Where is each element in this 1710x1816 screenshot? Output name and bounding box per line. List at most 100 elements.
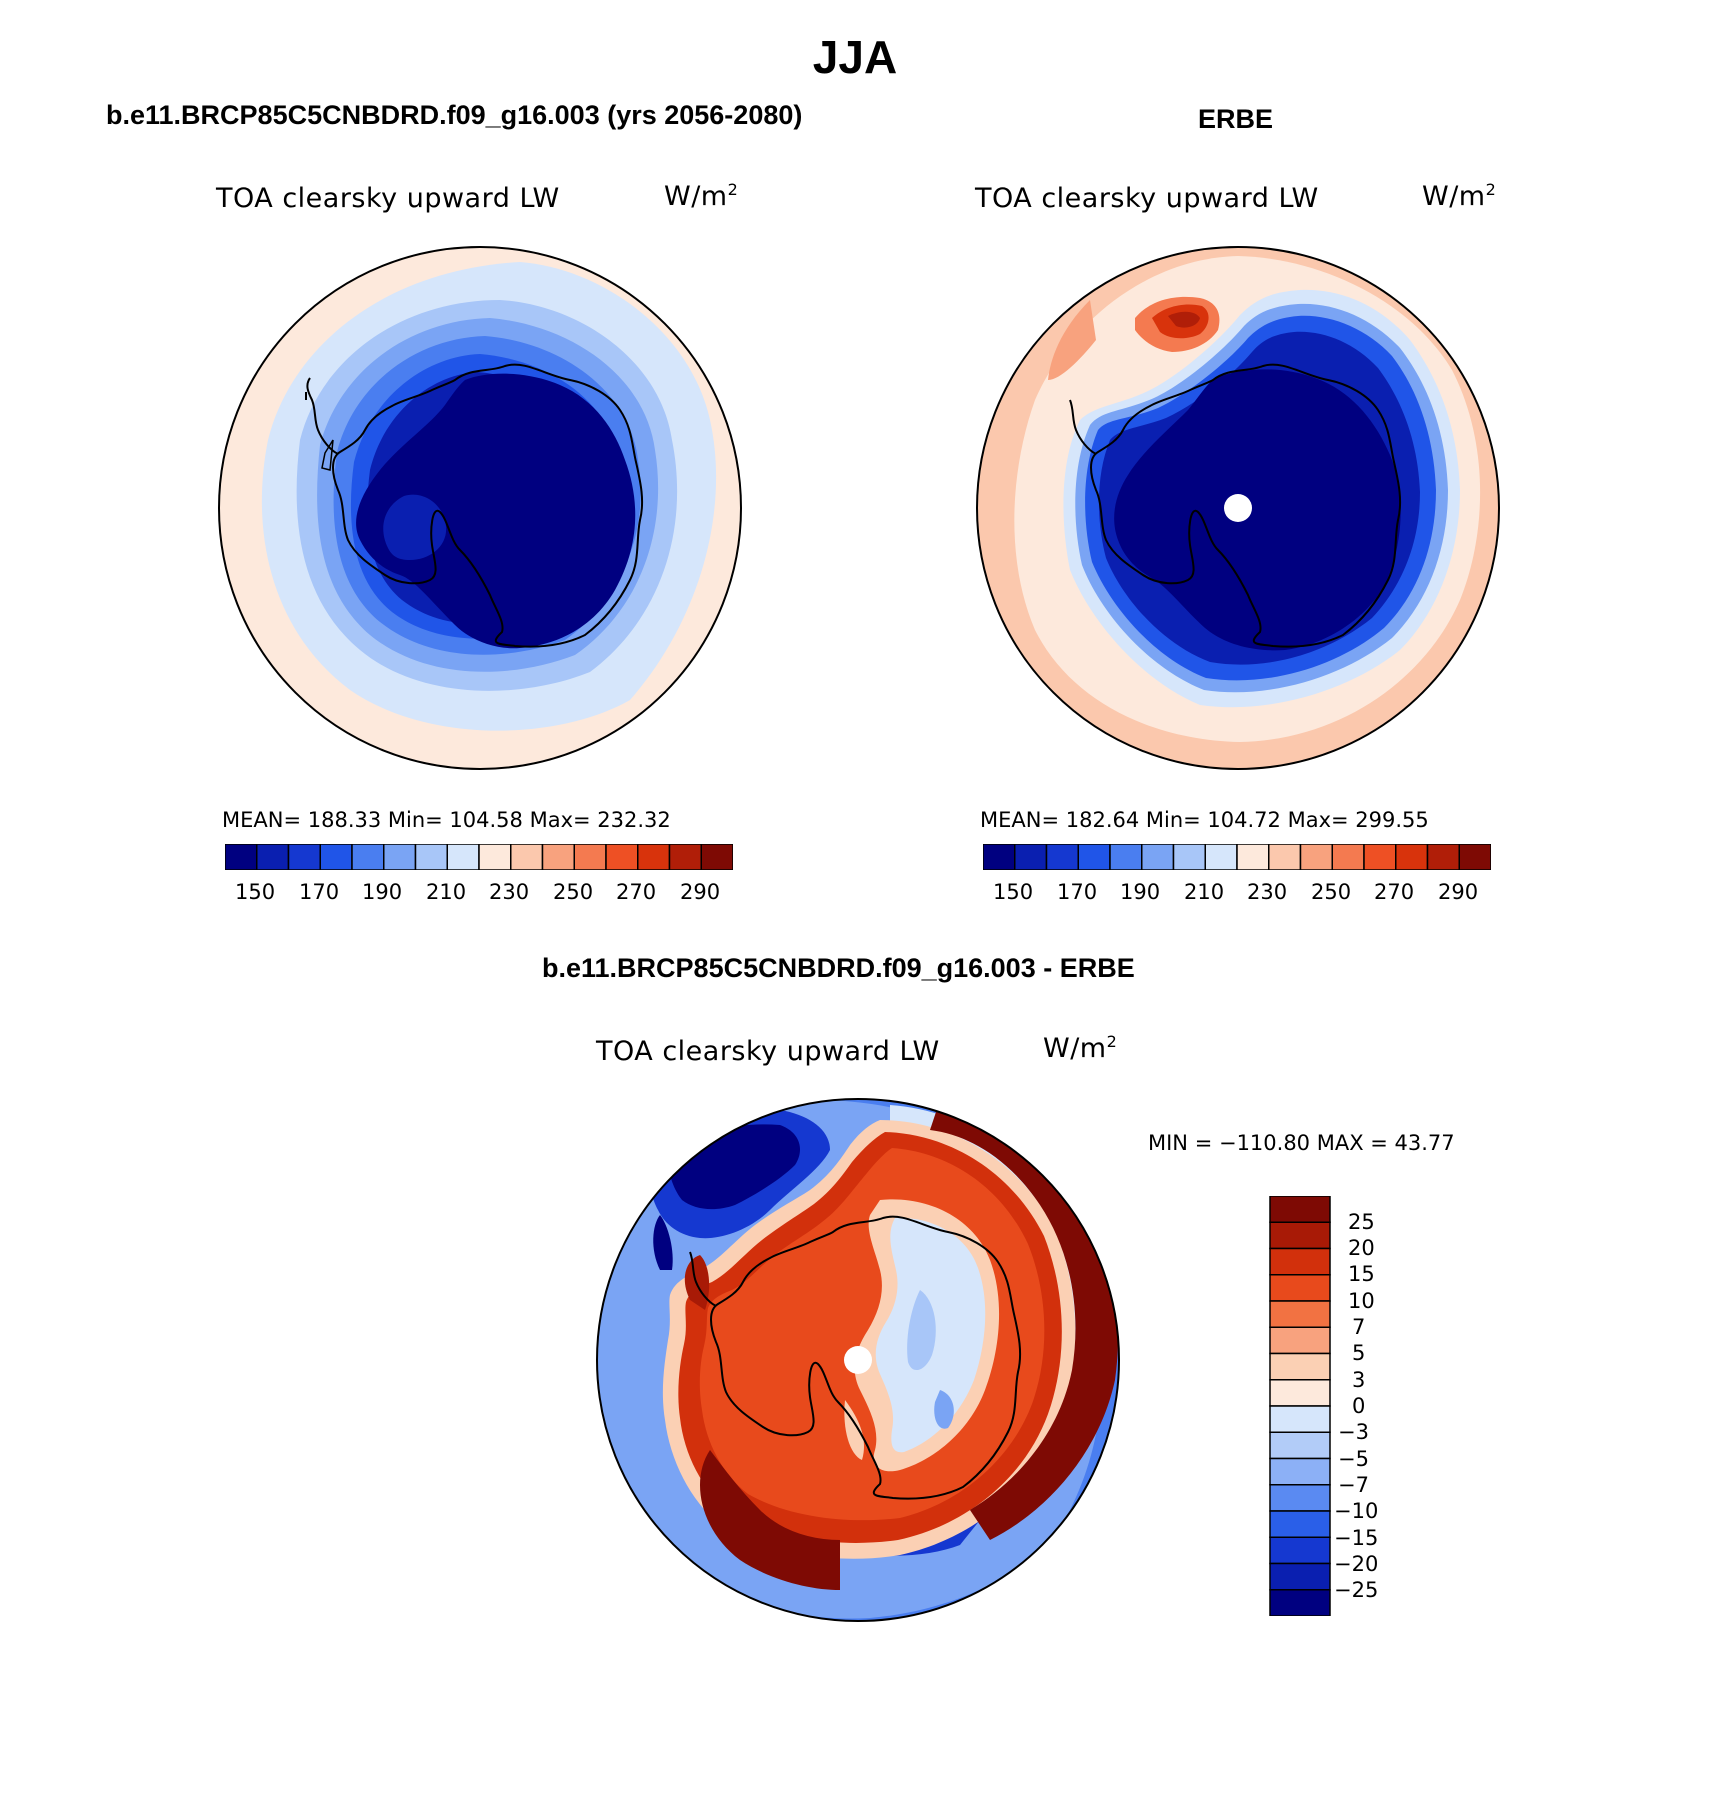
colorbar-erbe-tick: 210	[1184, 880, 1225, 904]
colorbar-swatch	[383, 844, 417, 870]
colorbar-swatch	[256, 844, 290, 870]
colorbar-swatch	[541, 844, 575, 870]
colorbar-swatch	[1269, 1589, 1331, 1616]
panel-3-variable-label: TOA clearsky upward LW	[596, 1036, 940, 1067]
colorbar-swatch	[1269, 1300, 1331, 1328]
colorbar-erbe-tick: 290	[1438, 880, 1479, 904]
colorbar-swatch	[319, 844, 353, 870]
colorbar-erbe-tick: 150	[993, 880, 1034, 904]
colorbar-difference-tick: −5	[1338, 1447, 1369, 1471]
colorbar-swatch	[1204, 844, 1238, 870]
colorbar-model-tick: 170	[299, 880, 340, 904]
panel-1-variable-label: TOA clearsky upward LW	[216, 183, 560, 214]
colorbar-swatch	[573, 844, 607, 870]
colorbar-erbe-swatches	[983, 844, 1491, 870]
colorbar-erbe-tick: 230	[1247, 880, 1288, 904]
colorbar-difference-tick: 0	[1352, 1394, 1366, 1418]
panel-1-units: W/m2	[664, 180, 739, 212]
colorbar-swatch	[1269, 1247, 1331, 1276]
colorbar-model-tick: 150	[235, 880, 276, 904]
colorbar-swatch	[1269, 1457, 1331, 1486]
colorbar-swatch	[1269, 1510, 1331, 1538]
colorbar-swatch	[1363, 844, 1397, 870]
figure-title: JJA	[812, 31, 898, 83]
colorbar-swatch	[287, 844, 321, 870]
colorbar-swatch	[1236, 844, 1270, 870]
colorbar-difference-swatches	[1269, 1196, 1331, 1616]
colorbar-difference-tick: −7	[1338, 1473, 1369, 1497]
panel-3-title: b.e11.BRCP85C5CNBDRD.f09_g16.003 - ERBE	[542, 953, 1135, 983]
colorbar-swatch	[1269, 1221, 1331, 1250]
colorbar-model-tick: 290	[680, 880, 721, 904]
colorbar-swatch	[446, 844, 480, 870]
map-model	[219, 247, 741, 769]
colorbar-difference-labels: 25 20 15 10 7 5 3 0 −3 −5 −7 −10 −15 −20…	[1334, 1196, 1418, 1616]
colorbar-swatch	[1172, 844, 1206, 870]
colorbar-swatch	[1141, 844, 1175, 870]
colorbar-swatch	[1014, 844, 1048, 870]
colorbar-swatch	[351, 844, 385, 870]
colorbar-difference-tick: 20	[1348, 1236, 1375, 1260]
colorbar-swatch	[1331, 844, 1365, 870]
colorbar-erbe	[983, 844, 1491, 870]
colorbar-difference-tick: −25	[1334, 1578, 1379, 1602]
colorbar-swatch	[1109, 844, 1143, 870]
panel-1-stats: MEAN= 188.33 Min= 104.58 Max= 232.32	[222, 808, 671, 832]
colorbar-difference-tick: 10	[1348, 1289, 1375, 1313]
colorbar-swatch	[414, 844, 448, 870]
colorbar-swatch	[1395, 844, 1429, 870]
colorbar-swatch	[983, 844, 1016, 870]
colorbar-swatch	[510, 844, 544, 870]
colorbar-erbe-tick: 250	[1311, 880, 1352, 904]
colorbar-difference-tick: 7	[1352, 1315, 1366, 1339]
colorbar-difference-tick: 15	[1348, 1262, 1375, 1286]
colorbar-swatch	[1269, 1431, 1331, 1460]
panel-3-units: W/m2	[1043, 1032, 1118, 1064]
colorbar-swatch	[1269, 1405, 1331, 1433]
colorbar-swatch	[605, 844, 639, 870]
colorbar-swatch	[700, 844, 733, 870]
colorbar-difference-tick: 5	[1352, 1341, 1366, 1365]
colorbar-difference-tick: −15	[1334, 1526, 1379, 1550]
colorbar-swatch	[1045, 844, 1079, 870]
colorbar-swatch	[637, 844, 671, 870]
colorbar-swatch	[1268, 844, 1302, 870]
colorbar-difference-tick: −3	[1338, 1420, 1369, 1444]
map-difference	[597, 1099, 1119, 1621]
panel-1-title: b.e11.BRCP85C5CNBDRD.f09_g16.003 (yrs 20…	[106, 100, 803, 130]
colorbar-swatch	[1299, 844, 1333, 870]
colorbar-difference-tick: 25	[1348, 1210, 1375, 1234]
colorbar-swatch	[1269, 1196, 1331, 1223]
colorbar-difference-tick: −20	[1334, 1552, 1379, 1576]
colorbar-difference-tick: 3	[1352, 1368, 1366, 1392]
colorbar-model-tick: 210	[426, 880, 467, 904]
colorbar-erbe-labels: 150 170 190 210 230 250 270 290	[983, 880, 1491, 906]
colorbar-erbe-tick: 170	[1057, 880, 1098, 904]
colorbar-erbe-tick: 190	[1120, 880, 1161, 904]
colorbar-swatch	[1269, 1379, 1331, 1407]
colorbar-swatch	[1269, 1352, 1331, 1381]
colorbar-model-tick: 230	[489, 880, 530, 904]
colorbar-swatch	[1426, 844, 1460, 870]
colorbar-model-tick: 270	[616, 880, 657, 904]
colorbar-swatch	[1269, 1484, 1331, 1512]
colorbar-swatch	[1269, 1562, 1331, 1591]
colorbar-model-swatches	[225, 844, 733, 870]
colorbar-model-tick: 250	[553, 880, 594, 904]
colorbar-swatch	[1269, 1536, 1331, 1565]
colorbar-model	[225, 844, 733, 870]
panel-2-variable-label: TOA clearsky upward LW	[975, 183, 1319, 214]
colorbar-swatch	[668, 844, 702, 870]
colorbar-model-tick: 190	[362, 880, 403, 904]
colorbar-swatch	[1077, 844, 1111, 870]
colorbar-swatch	[478, 844, 512, 870]
panel-3-stats: MIN = −110.80 MAX = 43.77	[1148, 1131, 1455, 1155]
colorbar-difference	[1269, 1196, 1331, 1616]
colorbar-swatch	[225, 844, 258, 870]
panel-2-stats: MEAN= 182.64 Min= 104.72 Max= 299.55	[980, 808, 1429, 832]
panel-2-units: W/m2	[1422, 180, 1497, 212]
colorbar-swatch	[1269, 1274, 1331, 1302]
colorbar-difference-tick: −10	[1334, 1499, 1379, 1523]
panel-2-title: ERBE	[1198, 104, 1274, 134]
